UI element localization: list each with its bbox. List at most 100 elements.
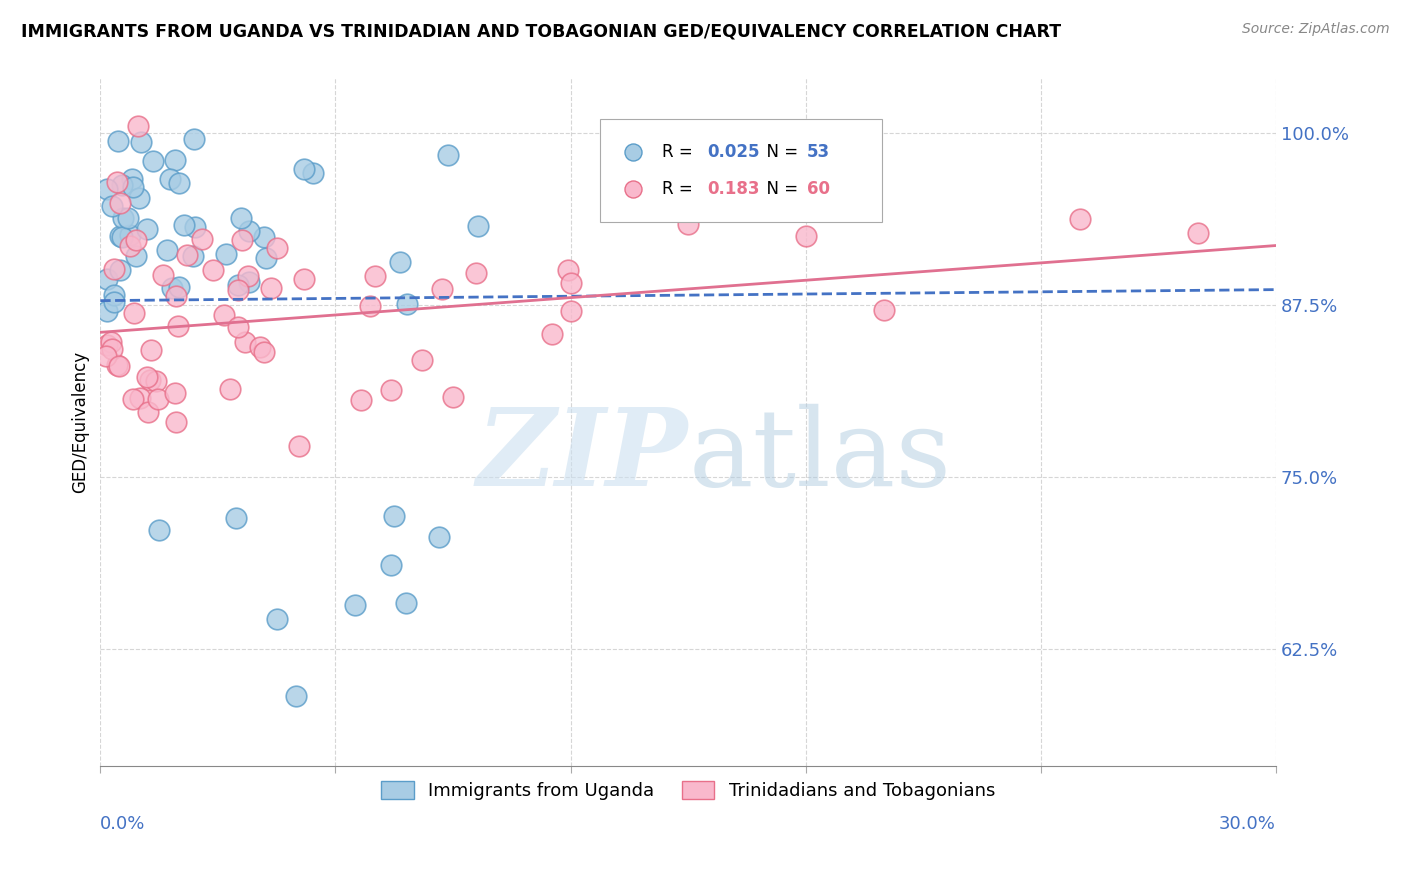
Point [226,319,249,334]
Point [441,390,464,404]
Text: 0.183: 0.183 [707,180,759,198]
Point [122,392,145,407]
Point [389,255,412,269]
Point [103,288,125,302]
Point [136,370,159,384]
Point [249,340,271,354]
Point [285,689,308,703]
Point [437,148,460,162]
Text: 53: 53 [807,143,830,161]
Point [201,262,224,277]
Point [108,196,131,211]
Text: 60: 60 [807,180,830,198]
Text: 30.0%: 30.0% [1219,814,1277,832]
Text: R =: R = [662,143,699,161]
Point [112,211,135,225]
Point [191,232,214,246]
Point [167,319,190,334]
Point [108,359,131,373]
Point [218,382,240,396]
Text: atlas: atlas [688,404,950,509]
Point [167,176,190,190]
Text: ZIP: ZIP [477,403,688,509]
Point [129,392,152,406]
Point [100,335,122,350]
Point [380,384,402,398]
Point [238,275,260,289]
Point [1069,212,1091,227]
Point [141,343,163,358]
Point [226,278,249,293]
Point [159,171,181,186]
Point [396,297,419,311]
Point [1187,227,1209,241]
Point [100,342,122,356]
Point [350,393,373,408]
Point [96,337,118,351]
Legend: Immigrants from Uganda, Trinidadians and Tobagonians: Immigrants from Uganda, Trinidadians and… [373,772,1004,809]
Point [121,180,143,194]
Point [260,281,283,295]
Point [292,161,315,176]
Point [148,523,170,537]
Point [136,405,159,419]
Y-axis label: GED/Equivalency: GED/Equivalency [72,351,89,493]
Point [122,306,145,320]
Point [160,281,183,295]
Point [231,233,253,247]
Point [541,327,564,342]
Point [181,249,204,263]
Point [395,596,418,610]
Point [266,241,288,255]
Point [363,268,385,283]
FancyBboxPatch shape [600,119,882,222]
Point [105,358,128,372]
Point [467,219,489,234]
Point [173,218,195,232]
Point [215,246,238,260]
Text: R =: R = [662,180,703,198]
Point [103,295,125,310]
Point [138,373,160,387]
Point [165,386,187,401]
Point [183,132,205,146]
Point [146,392,169,407]
Point [128,191,150,205]
Point [253,230,276,244]
Point [557,263,579,277]
Point [165,415,187,429]
Point [266,612,288,626]
Point [302,166,325,180]
Point [560,276,582,290]
Point [794,228,817,243]
Point [94,349,117,363]
Point [118,228,141,243]
Point [111,178,134,192]
Point [145,374,167,388]
Point [254,251,277,265]
Point [288,439,311,453]
Point [163,153,186,167]
Point [380,558,402,573]
Point [136,221,159,235]
Point [142,153,165,168]
Point [411,352,433,367]
Point [117,211,139,225]
Point [184,220,207,235]
Text: Source: ZipAtlas.com: Source: ZipAtlas.com [1241,22,1389,37]
Text: IMMIGRANTS FROM UGANDA VS TRINIDADIAN AND TOBAGONIAN GED/EQUIVALENCY CORRELATION: IMMIGRANTS FROM UGANDA VS TRINIDADIAN AN… [21,22,1062,40]
Point [430,282,453,296]
Point [167,280,190,294]
Point [427,530,450,544]
Point [127,119,149,133]
Point [105,174,128,188]
Point [253,344,276,359]
Point [121,172,143,186]
Point [231,211,253,226]
Point [110,262,132,277]
Point [226,283,249,297]
Point [225,511,247,525]
Text: N =: N = [756,143,804,161]
Point [103,261,125,276]
Point [344,598,367,612]
